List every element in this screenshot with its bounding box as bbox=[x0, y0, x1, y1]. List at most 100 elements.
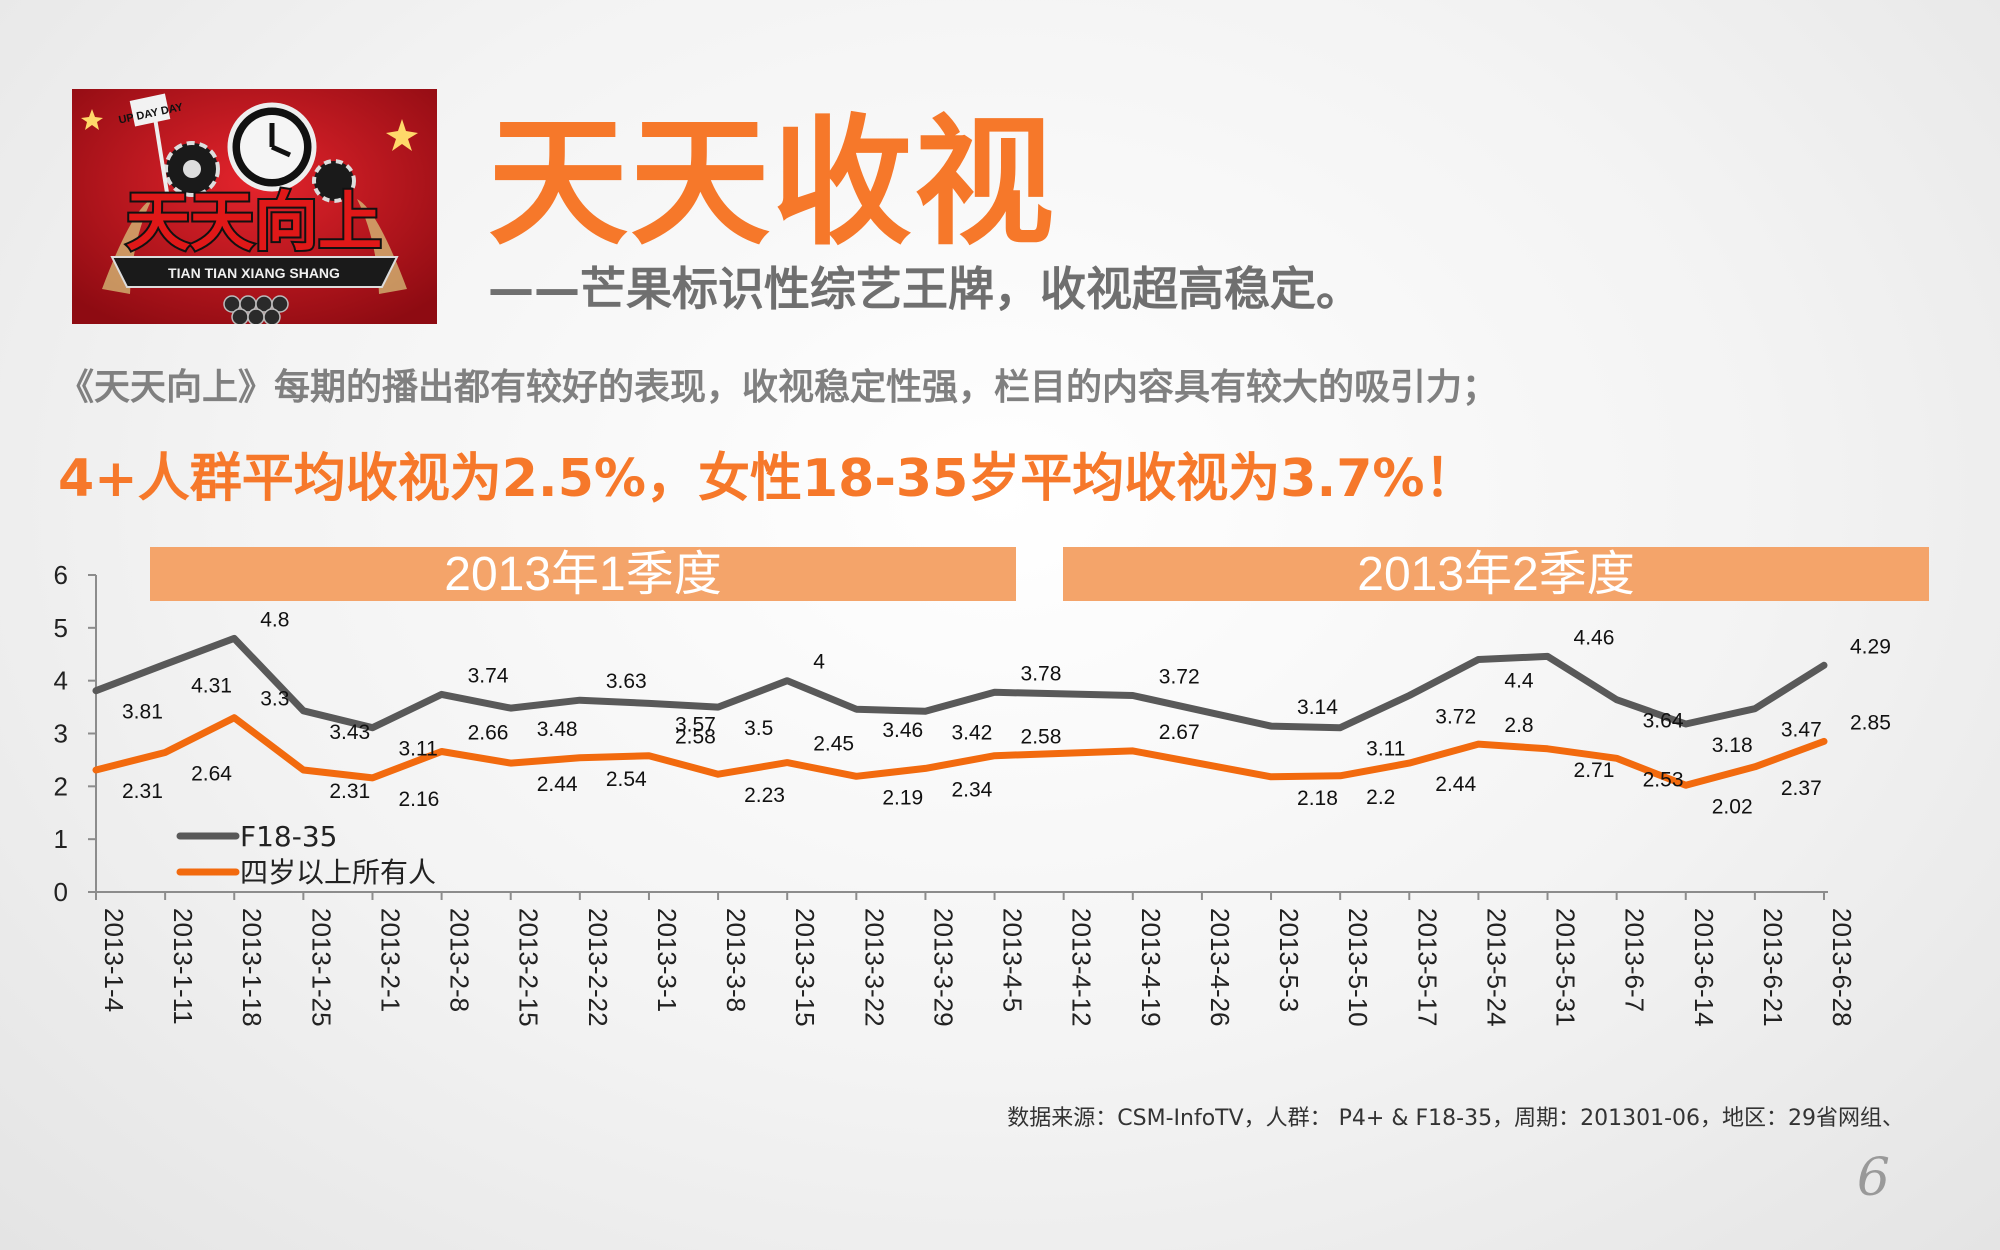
data-label: 3.46 bbox=[882, 719, 923, 742]
x-tick-label: 2013-5-10 bbox=[1343, 908, 1373, 1027]
data-label: 3.63 bbox=[606, 670, 647, 693]
data-label: 3.48 bbox=[537, 718, 578, 741]
data-label: 2.67 bbox=[1159, 721, 1200, 744]
data-label: 2.8 bbox=[1504, 714, 1533, 737]
x-tick-label: 2013-5-24 bbox=[1481, 908, 1511, 1027]
data-label: 2.45 bbox=[813, 733, 854, 756]
data-label: 3.43 bbox=[329, 721, 370, 744]
data-label: 3.57 bbox=[675, 713, 716, 736]
logo-title: 天天向上 bbox=[126, 186, 382, 260]
x-tick-label: 2013-2-8 bbox=[445, 908, 475, 1012]
data-label: 4 bbox=[813, 651, 825, 674]
data-label: 2.58 bbox=[1021, 726, 1062, 749]
data-label: 3.47 bbox=[1781, 719, 1822, 742]
x-tick-label: 2013-2-1 bbox=[375, 908, 405, 1012]
data-label: 3.18 bbox=[1712, 734, 1753, 757]
logo-grapes bbox=[223, 295, 289, 324]
quarter-banner bbox=[150, 547, 1016, 601]
data-label: 4.46 bbox=[1574, 626, 1615, 649]
data-label: 2.58 bbox=[675, 726, 716, 749]
source-note: 数据来源：CSM-InfoTV，人群： P4+ & F18-35，周期：2013… bbox=[1007, 1106, 1904, 1131]
x-tick-label: 2013-3-22 bbox=[859, 908, 889, 1027]
x-tick-label: 2013-6-28 bbox=[1827, 908, 1857, 1027]
data-label: 2.31 bbox=[122, 780, 163, 803]
legend-label: 四岁以上所有人 bbox=[240, 856, 436, 889]
data-label: 3.11 bbox=[398, 738, 437, 761]
x-tick-label: 2013-4-26 bbox=[1205, 908, 1235, 1027]
x-tick-label: 2013-2-22 bbox=[583, 908, 613, 1027]
page-title: 天天收视 bbox=[488, 102, 1057, 265]
data-label: 3.72 bbox=[1435, 705, 1476, 728]
x-tick-label: 2013-1-25 bbox=[306, 908, 336, 1027]
y-tick-label: 6 bbox=[54, 560, 68, 590]
data-label: 2.37 bbox=[1781, 777, 1822, 800]
data-label: 3.78 bbox=[1021, 662, 1062, 685]
series-line-1 bbox=[92, 714, 1828, 789]
y-tick-label: 2 bbox=[54, 771, 68, 801]
data-label: 3.11 bbox=[1366, 738, 1405, 761]
y-tick-label: 5 bbox=[54, 613, 68, 643]
data-label: 4.29 bbox=[1850, 635, 1891, 658]
x-tick-label: 2013-6-14 bbox=[1689, 908, 1719, 1027]
x-tick-label: 2013-3-29 bbox=[928, 908, 958, 1027]
logo-banner: TIAN TIAN XIANG SHANG bbox=[168, 265, 340, 281]
data-label: 2.54 bbox=[606, 768, 647, 791]
page-subtitle: ——芒果标识性综艺王牌，收视超高稳定。 bbox=[488, 262, 1362, 316]
x-tick-label: 2013-1-11 bbox=[168, 908, 198, 1025]
data-label: 2.66 bbox=[468, 721, 509, 744]
data-label: 2.44 bbox=[1435, 773, 1476, 796]
data-label: 3.42 bbox=[951, 721, 992, 744]
data-label: 2.71 bbox=[1574, 759, 1615, 782]
series-line-0 bbox=[92, 634, 1828, 732]
x-tick-label: 2013-5-3 bbox=[1274, 908, 1304, 1012]
quarter-label: 2013年2季度 bbox=[1357, 548, 1634, 601]
data-label: 4.8 bbox=[260, 608, 289, 631]
x-tick-label: 2013-4-5 bbox=[998, 908, 1028, 1012]
logo-sign: UP DAY DAY bbox=[118, 93, 185, 200]
y-tick-label: 1 bbox=[54, 824, 68, 854]
legend-label: F18-35 bbox=[240, 820, 337, 853]
data-label: 2.64 bbox=[191, 763, 232, 786]
data-label: 3.74 bbox=[468, 664, 509, 687]
y-tick-label: 4 bbox=[54, 666, 68, 696]
x-tick-label: 2013-5-17 bbox=[1412, 908, 1442, 1027]
x-tick-label: 2013-6-21 bbox=[1758, 908, 1788, 1027]
data-label: 3.72 bbox=[1159, 665, 1200, 688]
logo-sparkles bbox=[81, 109, 418, 151]
data-label: 2.02 bbox=[1712, 795, 1753, 818]
data-label: 3.81 bbox=[122, 701, 163, 724]
x-tick-label: 2013-6-7 bbox=[1620, 908, 1650, 1012]
quarter-label: 2013年1季度 bbox=[444, 548, 721, 601]
data-label: 2.16 bbox=[398, 788, 439, 811]
gear-icon bbox=[164, 141, 356, 203]
quarter-banner bbox=[1063, 547, 1929, 601]
x-tick-label: 2013-2-15 bbox=[514, 908, 544, 1027]
x-tick-label: 2013-4-19 bbox=[1136, 908, 1166, 1027]
x-tick-label: 2013-1-4 bbox=[99, 908, 129, 1012]
data-label: 3.3 bbox=[260, 688, 289, 711]
x-tick-label: 2013-4-12 bbox=[1067, 908, 1097, 1027]
data-label: 3.64 bbox=[1643, 710, 1684, 733]
x-tick-label: 2013-1-18 bbox=[237, 908, 267, 1027]
page-number: 6 bbox=[1856, 1148, 1890, 1208]
highlight-text: 4+人群平均收视为2.5%，女性18-35岁平均收视为3.7%！ bbox=[58, 449, 1477, 509]
data-label: 2.31 bbox=[329, 780, 370, 803]
data-label: 2.19 bbox=[882, 786, 923, 809]
data-label: 2.44 bbox=[537, 773, 578, 796]
show-logo: UP DAY DAY 天天向上 TIAN TIAN XIANG SHANG bbox=[72, 89, 437, 324]
data-label: 4.31 bbox=[191, 674, 232, 697]
x-tick-label: 2013-5-31 bbox=[1551, 908, 1581, 1027]
data-label: 2.18 bbox=[1297, 787, 1338, 810]
x-tick-label: 2013-3-8 bbox=[721, 908, 751, 1012]
x-tick-label: 2013-3-1 bbox=[652, 908, 682, 1012]
y-tick-label: 0 bbox=[54, 877, 68, 907]
data-label: 2.53 bbox=[1643, 768, 1684, 791]
data-label: 3.14 bbox=[1297, 696, 1338, 719]
data-label: 3.5 bbox=[744, 717, 773, 740]
x-tick-label: 2013-3-15 bbox=[790, 908, 820, 1027]
data-label: 4.4 bbox=[1504, 670, 1534, 693]
clock-icon bbox=[227, 102, 317, 192]
ratings-line-chart: 2013年1季度 2013年2季度 0 1 2 3 4 5 6 2013-1-4 2013-1-1… bbox=[54, 547, 1929, 1027]
description-text: 《天天向上》每期的播出都有较好的表现，收视稳定性强，栏目的内容具有较大的吸引力； bbox=[58, 367, 1499, 408]
